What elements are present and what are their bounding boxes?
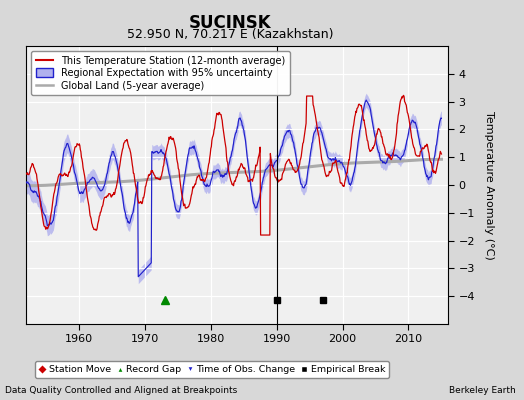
Text: Data Quality Controlled and Aligned at Breakpoints: Data Quality Controlled and Aligned at B… <box>5 386 237 395</box>
Legend: Station Move, Record Gap, Time of Obs. Change, Empirical Break: Station Move, Record Gap, Time of Obs. C… <box>35 361 389 378</box>
Text: SUCINSK: SUCINSK <box>189 14 272 32</box>
Y-axis label: Temperature Anomaly (°C): Temperature Anomaly (°C) <box>484 111 494 259</box>
Text: Berkeley Earth: Berkeley Earth <box>450 386 516 395</box>
Text: 52.950 N, 70.217 E (Kazakhstan): 52.950 N, 70.217 E (Kazakhstan) <box>127 28 334 41</box>
